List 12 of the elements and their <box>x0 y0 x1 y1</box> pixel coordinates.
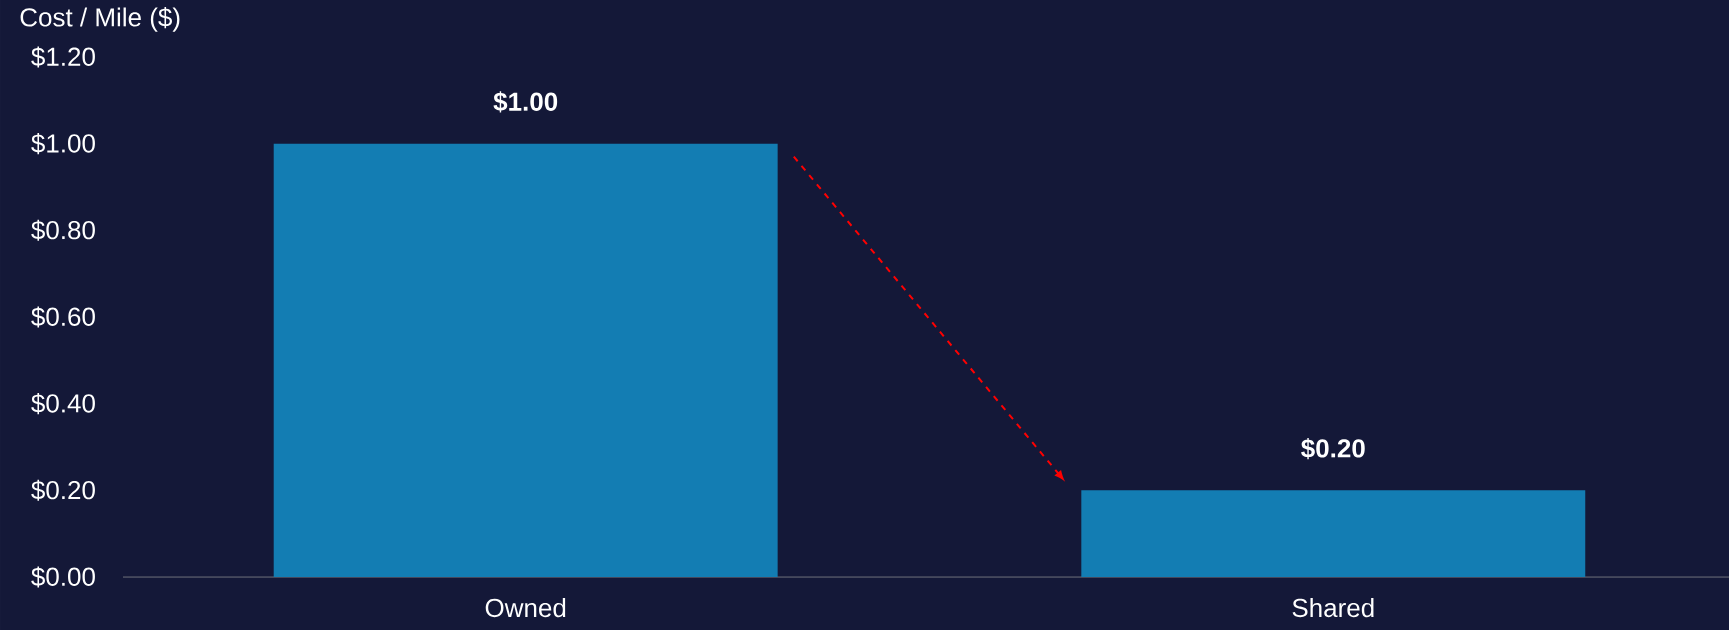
y-tick-label: $0.20 <box>31 479 95 501</box>
data-label: $1.00 <box>493 91 558 113</box>
y-tick-label: $0.60 <box>31 306 95 328</box>
y-tick-label: $0.80 <box>31 219 95 241</box>
y-axis-title: Cost / Mile ($) <box>20 7 180 32</box>
x-tick-label: Owned <box>485 598 566 618</box>
y-tick-label: $0.00 <box>31 566 95 588</box>
data-label: $0.20 <box>1301 438 1365 460</box>
y-tick-label: $0.40 <box>31 393 95 415</box>
y-tick-label: $1.00 <box>31 133 95 155</box>
x-tick-label: Shared <box>1292 598 1374 618</box>
y-tick-label: $1.20 <box>31 46 95 68</box>
